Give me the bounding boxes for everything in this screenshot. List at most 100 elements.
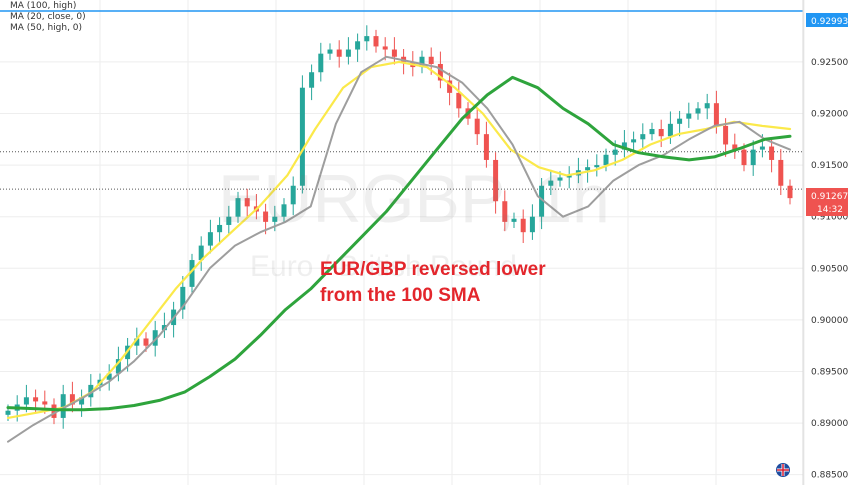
candle-body — [318, 53, 324, 73]
candle-body — [161, 325, 167, 331]
price-tick-label: 0.88500 — [811, 471, 848, 481]
candle-body — [327, 49, 333, 54]
candle-body — [695, 108, 701, 114]
candle-body — [594, 165, 600, 168]
candle-body — [207, 232, 213, 246]
grid — [0, 0, 805, 485]
candle-body — [548, 180, 554, 186]
candle-body — [539, 185, 545, 217]
uk-flag-icon[interactable] — [776, 463, 790, 477]
candle-body — [42, 401, 48, 405]
candle-body — [732, 144, 738, 150]
candle-body — [520, 218, 526, 233]
candle-body — [502, 201, 508, 222]
price-labels: 0.92993 0.91267 14:32 — [806, 13, 848, 216]
candle-body — [640, 134, 646, 140]
candle-body — [447, 80, 453, 93]
current-price-label: 0.91267 — [811, 192, 848, 202]
candle-body — [437, 63, 443, 81]
candle-body — [88, 384, 94, 398]
candle-body — [419, 56, 425, 68]
candle-body — [364, 36, 370, 42]
candle-body — [299, 87, 305, 186]
candle-body — [493, 159, 499, 202]
candle-body — [566, 175, 572, 178]
candle-body — [750, 149, 756, 166]
resistance-price-badge — [806, 13, 848, 27]
annotation-line-2: from the 100 SMA — [320, 285, 481, 306]
candle-body — [309, 72, 315, 88]
candle-body — [373, 36, 379, 47]
candle-body — [778, 159, 784, 186]
candle-body — [741, 149, 747, 166]
candle-body — [134, 338, 140, 346]
candle-body — [713, 103, 719, 126]
candle-body — [217, 224, 223, 233]
candle-body — [769, 146, 775, 160]
candle-body — [483, 134, 489, 160]
candle-body — [759, 146, 765, 150]
candle-body — [355, 41, 361, 50]
candle-body — [281, 204, 287, 217]
price-tick-label: 0.90000 — [811, 316, 848, 326]
price-tick-label: 0.92500 — [811, 58, 848, 68]
candle-body — [244, 198, 250, 207]
price-tick-label: 0.91500 — [811, 161, 848, 171]
candle-body — [33, 397, 39, 402]
candle-body — [152, 330, 158, 346]
candle-body — [180, 286, 186, 310]
candle-body — [290, 185, 296, 205]
legend-ma50[interactable]: MA (50, high, 0) — [10, 23, 83, 33]
candle-body — [345, 49, 351, 57]
candle-countdown-label: 14:32 — [817, 205, 843, 215]
candle-body — [226, 216, 232, 225]
candle-body — [69, 394, 75, 405]
annotation-line-1: EUR/GBP reversed lower — [320, 259, 546, 280]
candle-body — [51, 404, 57, 418]
candle-body — [677, 118, 683, 124]
legend-ma20[interactable]: MA (20, close, 0) — [10, 12, 86, 22]
current-price-badge — [806, 188, 848, 216]
price-tick-label: 0.89500 — [811, 367, 848, 377]
candle-body — [336, 49, 342, 57]
candle-body — [667, 123, 673, 137]
price-tick-label: 0.91000 — [811, 213, 848, 223]
candle-body — [382, 46, 388, 50]
candle-body — [198, 245, 204, 261]
candle-body — [649, 128, 655, 135]
legend-ma100[interactable]: MA (100, high) — [10, 1, 77, 11]
candle-body — [621, 142, 627, 150]
candle-body — [529, 216, 535, 233]
moving-averages — [6, 55, 792, 443]
resistance-price-label: 0.92993 — [811, 17, 848, 27]
candle-body — [428, 56, 434, 64]
price-tick-label: 0.90500 — [811, 264, 848, 274]
watermark-description: Euro / British Pound — [250, 250, 517, 283]
candle-body — [23, 397, 29, 405]
price-tick-label: 0.92000 — [811, 110, 848, 120]
candle-body — [631, 139, 637, 143]
price-tick-label: 0.89000 — [811, 419, 848, 429]
candle-body — [115, 359, 121, 374]
price-axis-ticks: 0.92500 0.92000 0.91500 0.91000 0.90500 0.900… — [811, 58, 848, 481]
candle-body — [585, 167, 591, 171]
candle-body — [456, 92, 462, 109]
candle-body — [263, 211, 269, 222]
candle-body — [612, 149, 618, 155]
candle-body — [189, 260, 195, 287]
candle-body — [603, 154, 609, 166]
candle-body — [5, 410, 11, 415]
candle-body — [686, 113, 692, 119]
annotation-text: EUR/GBP reversed lower from the 100 SMA — [320, 257, 546, 309]
candle-body — [511, 218, 517, 222]
candle-body — [272, 216, 278, 222]
candle-body — [787, 185, 793, 199]
watermark-symbol: EURGBP, 1h — [218, 161, 610, 237]
candle-body — [106, 373, 112, 380]
candle-body — [658, 128, 664, 137]
candle-body — [60, 394, 66, 418]
candle-body — [557, 177, 563, 181]
candle-body — [143, 338, 149, 346]
candle-body — [474, 118, 480, 135]
